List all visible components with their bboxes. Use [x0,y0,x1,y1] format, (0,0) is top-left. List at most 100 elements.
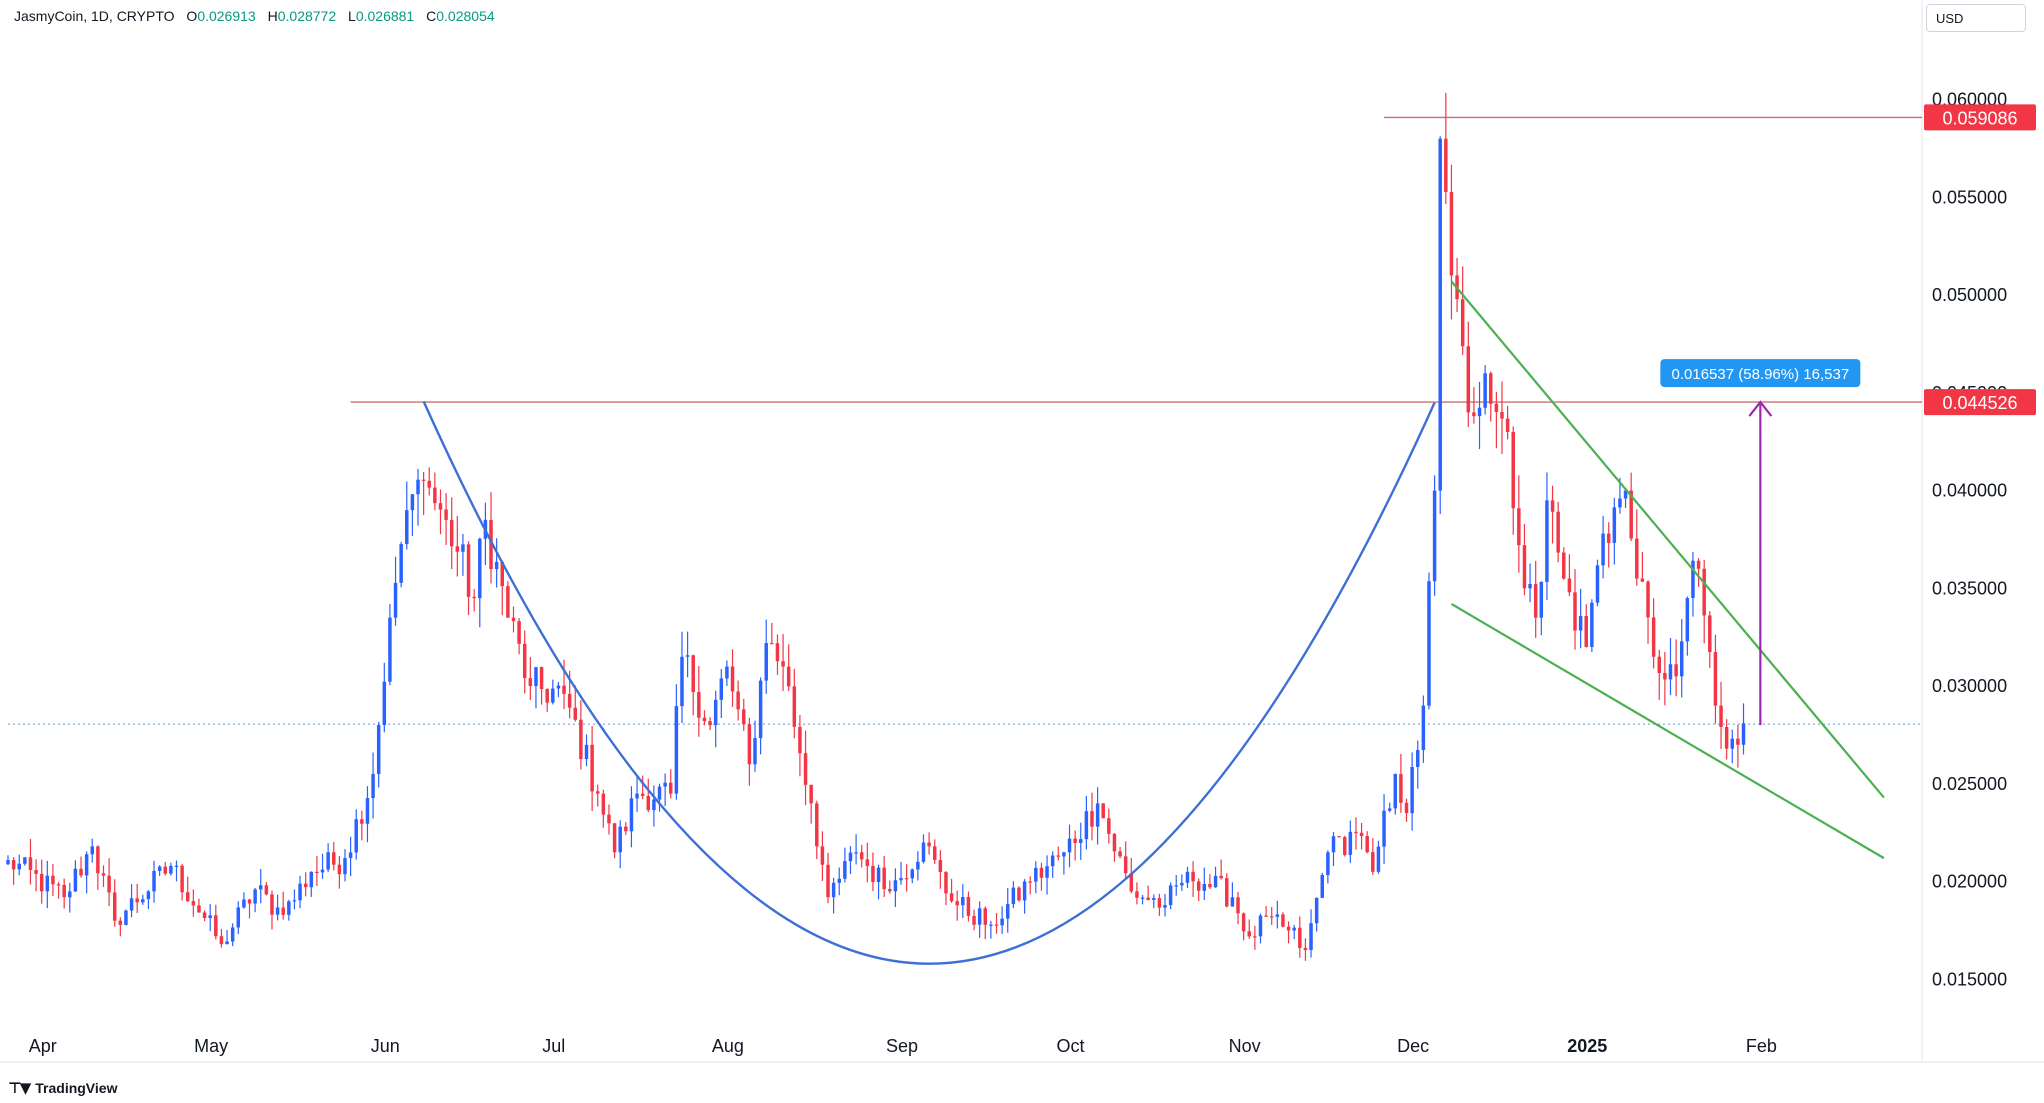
candle-body [517,621,521,644]
candle-body [1640,578,1645,582]
candle-body [882,867,886,890]
candle-body [1196,881,1201,891]
candle-body [28,857,33,870]
candle-body [1112,833,1117,852]
candle-body [1449,191,1454,276]
candle-body [579,719,583,760]
candle-body [298,883,302,901]
candle-body [1371,852,1375,872]
candle-body [837,878,841,883]
candle-body [629,798,634,832]
candle-body [1039,867,1044,878]
candle-body [916,861,920,870]
candle-body [1337,836,1341,838]
horizontal-levels [8,116,1922,725]
candle-body [500,561,504,587]
time-axis[interactable]: Apr May Jun Jul Aug Sep Oct Nov Dec 2025 Feb [29,1036,1777,1056]
measure-arrow-head [1748,400,1773,417]
candle-body [1185,871,1190,883]
close-label: C [426,8,437,24]
candle-body [652,799,656,811]
candle-body [388,617,392,682]
candle-body [843,861,847,879]
candle-body [713,699,718,726]
low-label: L [348,8,356,24]
candle-body [792,686,797,727]
candle-body [1079,839,1083,843]
candle-body [332,852,336,865]
candle-body [365,798,370,824]
candle-body [1584,615,1588,647]
candle-body [1152,898,1156,900]
candle-body [1556,511,1560,553]
candle-body [23,857,27,864]
candle-body [1539,581,1544,618]
candle-body [584,744,589,760]
candle-body [141,899,145,903]
candle-body [1005,904,1010,919]
candle-body [977,908,982,925]
candle-body [1146,897,1150,900]
candle-body [1663,672,1667,680]
candle-body [669,782,673,794]
candle-body [90,846,94,855]
candle-body [1230,897,1235,907]
candle-body [1623,490,1628,499]
candle-body [320,869,325,873]
candle-body [1000,918,1004,926]
candle-body [685,655,690,657]
candle-body [163,866,168,874]
candle-body [1095,803,1100,827]
candle-body [1635,538,1639,579]
symbol-title[interactable]: JasmyCoin, 1D, CRYPTO [14,8,175,24]
candle-body [736,691,740,710]
currency-selector[interactable]: USD [1926,4,2026,32]
candle-body [1067,838,1072,853]
candle-body [1157,898,1162,908]
candle-body [197,905,201,913]
candle-body [1348,831,1353,855]
candle-body [556,685,561,689]
candle-body [1533,583,1538,618]
candle-body [1691,560,1695,599]
candle-body [112,892,117,921]
candle-body [1028,881,1032,883]
candle-body [1118,851,1122,857]
candle-body [663,782,667,787]
candle-body [1376,846,1381,872]
x-tick-label: Sep [886,1036,918,1056]
candle-body [219,936,224,945]
tradingview-branding[interactable]: ⊤▼ TradingView [8,1079,117,1097]
candle-body [1500,412,1504,419]
y-tick-label: 0.025000 [1932,774,2007,794]
candle-body [1168,885,1173,906]
y-tick-label: 0.015000 [1932,969,2007,989]
candle-body [208,915,212,918]
y-tick-label: 0.020000 [1932,872,2007,892]
candle-body [1140,897,1145,899]
candle-body [770,643,774,645]
candle-body [674,706,679,794]
candle-body [803,753,808,785]
candle-body [506,586,510,618]
candle-body [1342,837,1347,855]
candle-body [438,503,443,510]
candle-body [455,546,460,552]
candle-body [1281,914,1285,927]
candle-body [309,871,314,888]
candle-body [1601,533,1605,566]
candle-body [1107,818,1111,834]
price-label-box [1924,389,2036,416]
candle-body [433,487,437,504]
candle-body [1034,867,1038,882]
candle-body [1269,916,1274,918]
candle-body [489,519,493,570]
candle-body [511,617,516,622]
candle-body [472,596,476,599]
candle-body [826,864,830,898]
candle-body [236,907,241,928]
candle-body [1326,852,1330,876]
candle-body [129,898,134,911]
